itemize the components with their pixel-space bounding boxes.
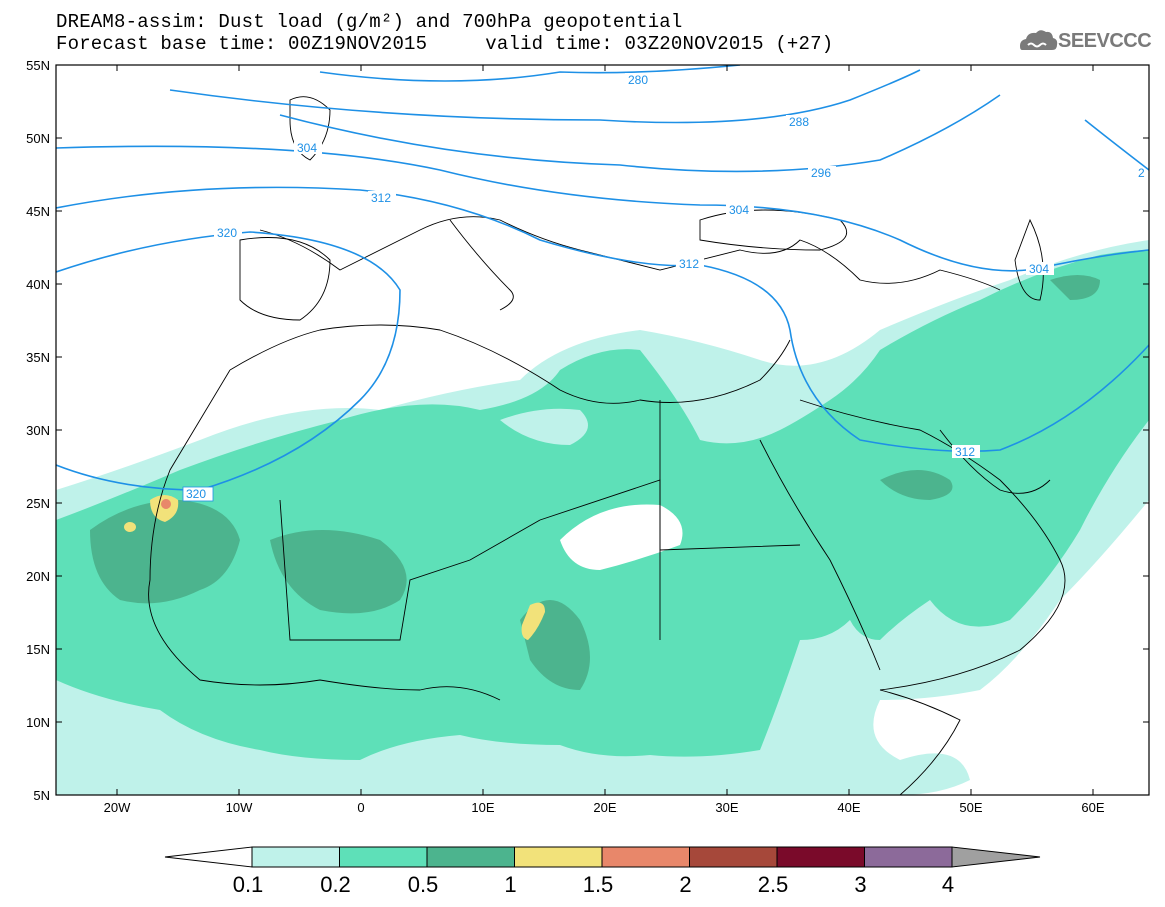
coast-black-sea <box>699 209 848 251</box>
colorbar-segment <box>776 846 865 868</box>
dust-area-0-5-east <box>1050 275 1100 300</box>
lon-label: 30E <box>715 800 738 815</box>
contour-label: 304 <box>729 203 749 217</box>
colorbar-label: 0.2 <box>320 872 351 897</box>
coast-iberia <box>239 237 331 321</box>
lat-label: 55N <box>26 58 50 73</box>
lat-label: 10N <box>26 715 50 730</box>
contour-312 <box>56 186 1149 453</box>
contour-label: 304 <box>297 141 317 155</box>
coastlines <box>148 96 1066 795</box>
coast-caspian <box>1014 218 1044 301</box>
contour-label: 320 <box>186 487 206 501</box>
contour-296 <box>279 94 1001 173</box>
lat-label: 20N <box>26 569 50 584</box>
contour-label: 2 <box>1138 166 1145 180</box>
lat-label: 25N <box>26 496 50 511</box>
lon-label: 10E <box>471 800 494 815</box>
coast-arabia <box>799 399 1066 691</box>
dust-area-0-5-arabia <box>880 470 953 500</box>
lat-label: 30N <box>26 423 50 438</box>
coast-red-sea <box>759 439 881 671</box>
colorbar-label: 0.1 <box>232 872 264 897</box>
lat-label: 50N <box>26 131 50 146</box>
lon-label: 20W <box>104 800 131 815</box>
contour-280 <box>319 65 741 82</box>
lon-label: 50E <box>959 800 982 815</box>
colorbar-label: 1 <box>504 872 517 897</box>
dust-area-1-center <box>521 602 545 640</box>
coast-europe <box>259 216 1001 291</box>
dust-area-0-5-mali <box>270 530 407 614</box>
latitude-axis: 55N 50N 45N 40N 35N 30N 25N 20N 15N 10N 5N <box>26 58 1149 803</box>
lat-label: 5N <box>33 788 50 803</box>
border-sahara-1 <box>279 499 541 641</box>
contour-label: 312 <box>679 257 699 271</box>
colorbar-label: 3 <box>854 872 867 897</box>
dust-area-0-2 <box>56 250 1149 760</box>
lon-label: 10W <box>226 800 253 815</box>
colorbar-label: 2 <box>679 872 692 897</box>
colorbar-label: 0.5 <box>407 872 439 897</box>
contour-label: 320 <box>217 226 237 240</box>
dust-fields <box>56 240 1149 795</box>
coast-italy <box>449 219 514 311</box>
colorbar-segment <box>689 846 778 868</box>
lat-label: 35N <box>26 350 50 365</box>
lat-label: 40N <box>26 277 50 292</box>
colorbar-label: 2.5 <box>757 872 789 897</box>
coast-british-isles <box>289 96 331 161</box>
lat-label: 15N <box>26 642 50 657</box>
clear-area-libya <box>500 408 588 445</box>
lon-label: 20E <box>593 800 616 815</box>
contour-label: 312 <box>955 445 975 459</box>
lon-label: 40E <box>837 800 860 815</box>
contour-2 <box>1084 119 1149 171</box>
colorbar-under-triangle <box>164 846 253 868</box>
logo-text: SEEVCCC <box>1058 30 1152 52</box>
contour-label: 304 <box>1029 262 1049 276</box>
contour-label: 312 <box>371 191 391 205</box>
colorbar <box>164 846 1041 868</box>
lon-label: 0 <box>357 800 364 815</box>
colorbar-segment <box>251 846 340 868</box>
colorbar-segment <box>514 846 603 868</box>
contour-label: 288 <box>789 115 809 129</box>
dust-area-1-small <box>124 522 136 532</box>
seevccc-logo-cloud-icon <box>1020 30 1058 50</box>
coast-north-africa <box>229 324 791 404</box>
colorbar-segment <box>864 846 953 868</box>
colorbar-segment <box>339 846 428 868</box>
contour-labels: 280 288 296 304 304 304 312 312 312 320 … <box>182 73 1145 502</box>
colorbar-label: 4 <box>941 872 955 897</box>
lat-label: 45N <box>26 204 50 219</box>
coast-horn-africa <box>879 689 961 795</box>
contour-label: 296 <box>811 166 831 180</box>
colorbar-label: 1.5 <box>582 872 614 897</box>
colorbar-over-triangle <box>951 846 1041 868</box>
longitude-axis: 20W 10W 0 10E 20E 30E 40E 50E 60E <box>104 65 1105 815</box>
map-title: DREAM8-assim: Dust load (g/m²) and 700hP… <box>56 11 683 33</box>
contour-288 <box>169 69 921 124</box>
lon-label: 60E <box>1081 800 1104 815</box>
clear-area-sahara-east <box>560 504 683 570</box>
contour-label: 280 <box>628 73 648 87</box>
colorbar-segment <box>601 846 690 868</box>
colorbar-segment <box>426 846 515 868</box>
dust-area-1-5 <box>161 499 171 509</box>
map-subtitle: Forecast base time: 00Z19NOV2015 valid t… <box>56 33 834 55</box>
coast-west-africa <box>148 369 501 701</box>
